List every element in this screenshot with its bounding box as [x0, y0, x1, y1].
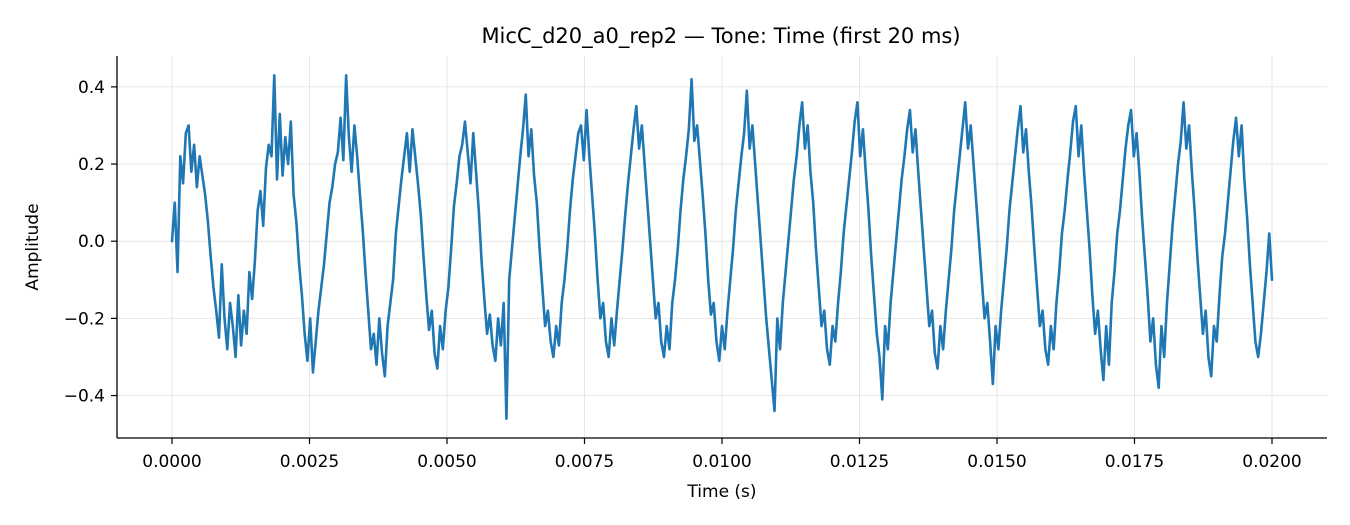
x-tick-label: 0.0125 [830, 452, 889, 472]
x-tick-label: 0.0100 [692, 452, 751, 472]
x-tick-label: 0.0150 [967, 452, 1026, 472]
x-tick-label: 0.0175 [1105, 452, 1164, 472]
series-layer [170, 73, 1274, 421]
x-tick-label: 0.0000 [142, 452, 201, 472]
y-tick-label: −0.2 [64, 309, 105, 329]
ticks-layer: 0.0000 0.0025 0.0050 0.0075 0.0100 0.0125 0.01… [64, 78, 1302, 472]
y-tick-label: −0.4 [64, 387, 105, 407]
y-tick-label: 0.4 [78, 78, 105, 98]
x-tick-label: 0.0200 [1242, 452, 1301, 472]
chart-title: MicC_d20_a0_rep2 — Tone: Time (first 20 … [481, 24, 960, 49]
x-axis-title: Time (s) [686, 482, 756, 502]
y-tick-label: 0.0 [78, 232, 105, 252]
x-tick-label: 0.0025 [280, 452, 339, 472]
y-axis-title: Amplitude [23, 203, 43, 290]
x-tick-label: 0.0075 [555, 452, 614, 472]
x-tick-label: 0.0050 [417, 452, 476, 472]
signal-series-line [170, 73, 1274, 421]
y-tick-label: 0.2 [78, 155, 105, 175]
